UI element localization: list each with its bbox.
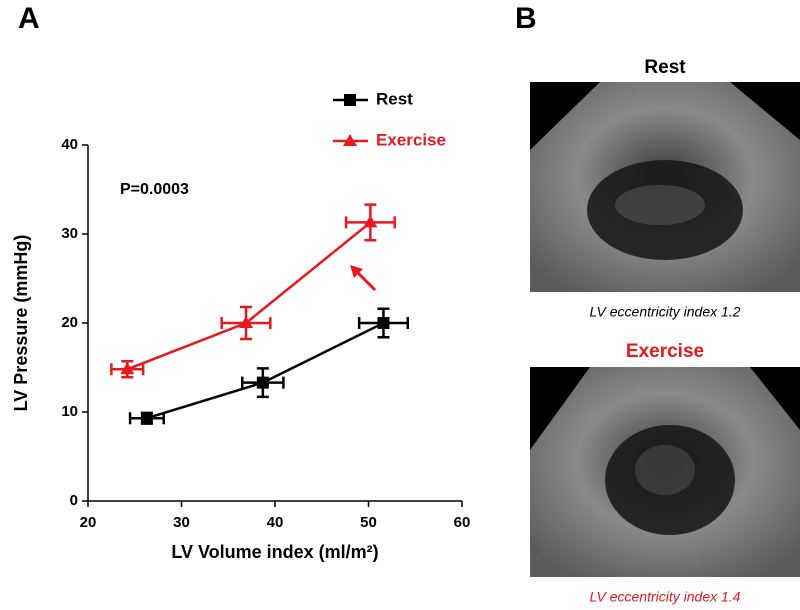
x-axis-label: LV Volume index (ml/m²) xyxy=(171,542,378,562)
image-title: Exercise xyxy=(626,341,704,362)
legend-label: Exercise xyxy=(376,130,446,149)
marker xyxy=(377,317,390,329)
y-tick-label: 30 xyxy=(61,225,78,242)
arrow-head xyxy=(350,265,363,278)
y-tick-label: 10 xyxy=(61,403,78,420)
marker xyxy=(120,362,135,375)
x-tick-label: 60 xyxy=(454,514,471,531)
image-rest xyxy=(530,82,800,292)
legend-marker xyxy=(343,134,357,146)
y-tick-label: 40 xyxy=(61,136,78,153)
legend-label: Rest xyxy=(376,89,413,108)
marker xyxy=(239,316,254,328)
panel-label: B xyxy=(515,2,537,35)
x-tick-label: 50 xyxy=(360,514,377,531)
marker xyxy=(363,215,378,228)
x-tick-label: 40 xyxy=(267,514,284,531)
image-caption: LV eccentricity index 1.2 xyxy=(590,304,741,320)
x-tick-label: 20 xyxy=(80,514,97,531)
y-tick-label: 0 xyxy=(70,492,78,509)
marker xyxy=(256,376,269,389)
series-line xyxy=(146,321,385,420)
image-caption: LV eccentricity index 1.4 xyxy=(590,589,741,605)
panel-label: A xyxy=(18,2,40,35)
image-title: Rest xyxy=(644,57,686,78)
legend-marker xyxy=(344,94,356,106)
image-exercise xyxy=(530,367,800,577)
marker xyxy=(140,412,153,425)
arrow xyxy=(354,269,377,292)
x-tick-label: 30 xyxy=(173,514,190,531)
annotation: P=0.0003 xyxy=(120,181,189,198)
y-tick-label: 20 xyxy=(61,314,78,331)
y-axis-label: LV Pressure (mmHg) xyxy=(11,235,31,412)
